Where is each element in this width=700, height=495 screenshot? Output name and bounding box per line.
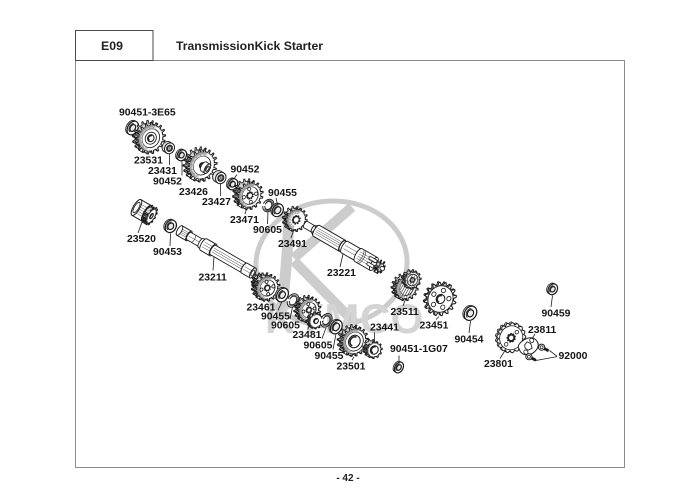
svg-text:90459: 90459: [542, 308, 571, 319]
svg-text:23811: 23811: [528, 325, 557, 336]
svg-text:90605: 90605: [304, 340, 333, 351]
svg-text:23501: 23501: [337, 361, 366, 372]
svg-text:23511: 23511: [391, 307, 420, 318]
svg-text:90605: 90605: [253, 225, 282, 236]
svg-text:23531: 23531: [134, 155, 163, 166]
svg-text:23211: 23211: [199, 273, 228, 284]
svg-text:90455: 90455: [315, 351, 344, 362]
svg-text:90452: 90452: [153, 176, 182, 187]
svg-text:23471: 23471: [230, 215, 259, 226]
svg-text:23431: 23431: [148, 166, 177, 177]
svg-text:90455: 90455: [261, 312, 290, 323]
svg-text:23221: 23221: [327, 268, 356, 279]
svg-text:23520: 23520: [127, 234, 156, 245]
svg-text:90454: 90454: [455, 334, 484, 345]
svg-text:23426: 23426: [179, 187, 208, 198]
svg-text:- 42 -: - 42 -: [336, 473, 359, 484]
svg-text:90455: 90455: [268, 188, 297, 199]
svg-text:23461: 23461: [247, 303, 276, 314]
svg-text:23427: 23427: [202, 197, 231, 208]
svg-text:23481: 23481: [293, 330, 322, 341]
svg-text:23491: 23491: [278, 239, 307, 250]
svg-text:90452: 90452: [231, 164, 260, 175]
svg-text:90451-1G07: 90451-1G07: [390, 344, 448, 355]
svg-text:23441: 23441: [370, 322, 399, 333]
svg-text:90605: 90605: [271, 321, 300, 332]
svg-text:92000: 92000: [559, 351, 588, 362]
svg-text:TransmissionKick Starter: TransmissionKick Starter: [176, 39, 323, 53]
svg-text:90451-3E65: 90451-3E65: [119, 107, 176, 118]
svg-text:E09: E09: [101, 39, 123, 53]
svg-text:90453: 90453: [153, 247, 182, 258]
svg-text:23451: 23451: [420, 320, 449, 331]
svg-text:23801: 23801: [484, 359, 513, 370]
